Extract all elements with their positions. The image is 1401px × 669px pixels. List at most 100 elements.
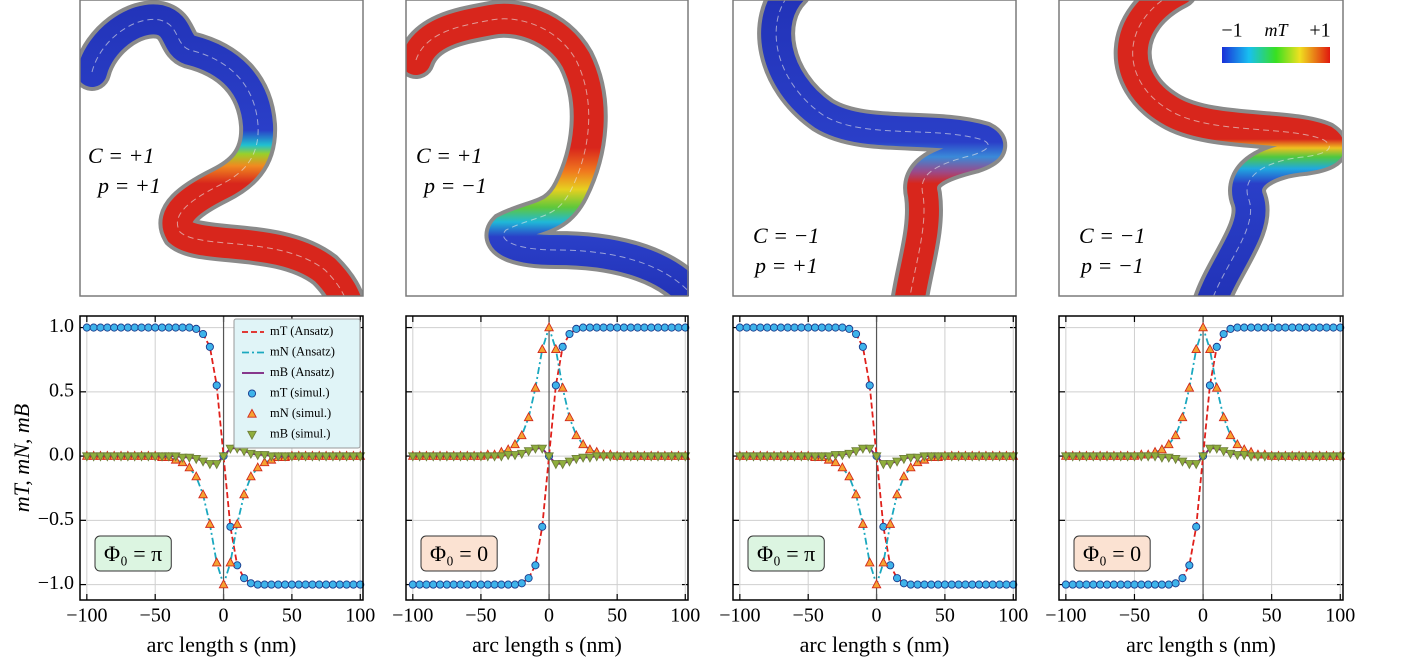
data-point bbox=[619, 452, 629, 462]
data-point bbox=[865, 381, 874, 390]
data-point bbox=[1260, 323, 1269, 332]
data-point bbox=[170, 452, 181, 462]
data-point bbox=[975, 580, 984, 589]
data-point bbox=[246, 579, 255, 588]
data-point bbox=[407, 452, 418, 462]
data-point bbox=[674, 323, 683, 332]
data-point bbox=[967, 452, 978, 462]
data-point bbox=[1281, 323, 1290, 332]
data-point bbox=[864, 444, 875, 454]
data-point bbox=[817, 323, 826, 332]
data-point bbox=[421, 452, 432, 462]
data-point bbox=[1184, 460, 1195, 470]
data-point bbox=[1322, 323, 1331, 332]
data-point bbox=[408, 580, 417, 589]
x-tick-label: 0 bbox=[544, 605, 554, 627]
data-point bbox=[899, 579, 908, 588]
data-point bbox=[571, 429, 582, 440]
data-point bbox=[598, 452, 609, 462]
data-point bbox=[994, 452, 1005, 462]
colorbar-tick-label: −1 bbox=[1221, 20, 1242, 42]
data-point bbox=[749, 323, 758, 332]
data-point bbox=[1082, 580, 1091, 589]
data-point bbox=[659, 452, 670, 462]
plot-frame bbox=[405, 315, 689, 601]
data-point bbox=[673, 452, 684, 462]
data-point bbox=[198, 329, 208, 339]
annotation-box bbox=[420, 535, 498, 572]
data-point bbox=[741, 452, 752, 462]
plot-frame bbox=[1058, 315, 1344, 601]
data-point bbox=[797, 323, 806, 332]
data-point bbox=[1295, 323, 1304, 332]
data-point bbox=[191, 454, 202, 465]
x-tick-label: −100 bbox=[392, 605, 433, 627]
data-point bbox=[341, 452, 352, 462]
data-point bbox=[470, 580, 479, 589]
data-point bbox=[845, 324, 854, 333]
data-point bbox=[934, 580, 943, 589]
y-tick-label: −1.0 bbox=[38, 572, 74, 594]
data-point bbox=[184, 453, 195, 463]
data-point bbox=[116, 323, 126, 332]
y-tick-label: 0.0 bbox=[49, 444, 74, 466]
data-point bbox=[831, 323, 840, 332]
data-point bbox=[1163, 438, 1174, 449]
x-tick-label: 50 bbox=[282, 605, 302, 627]
data-point bbox=[885, 460, 896, 470]
data-point bbox=[1288, 323, 1297, 332]
data-point bbox=[429, 580, 438, 589]
data-point bbox=[878, 460, 889, 470]
data-point bbox=[667, 323, 676, 332]
x-tick-label: −100 bbox=[66, 605, 107, 627]
data-point bbox=[1060, 452, 1071, 462]
chirality-label: C = +1 bbox=[416, 143, 482, 168]
x-tick-label: 50 bbox=[607, 605, 627, 627]
data-point bbox=[606, 323, 615, 332]
data-point bbox=[871, 579, 882, 589]
data-point bbox=[205, 342, 214, 351]
data-point bbox=[259, 456, 270, 467]
data-point bbox=[455, 452, 466, 462]
data-point bbox=[211, 557, 222, 567]
data-point bbox=[742, 323, 751, 332]
data-point bbox=[858, 342, 867, 351]
data-point bbox=[123, 323, 132, 332]
legend-marker bbox=[247, 389, 257, 398]
data-point bbox=[475, 452, 486, 462]
data-point bbox=[544, 452, 554, 462]
data-point bbox=[1068, 580, 1077, 589]
data-point bbox=[428, 452, 439, 462]
data-point bbox=[619, 323, 629, 332]
data-point bbox=[646, 452, 657, 462]
data-point bbox=[280, 452, 291, 462]
data-point bbox=[510, 438, 520, 449]
data-point bbox=[516, 449, 527, 460]
data-point bbox=[356, 580, 365, 589]
x-tick-label: −50 bbox=[465, 605, 496, 627]
data-point bbox=[1123, 580, 1132, 589]
data-point bbox=[342, 580, 351, 589]
data-point bbox=[810, 452, 820, 462]
data-point bbox=[585, 323, 594, 332]
x-axis-label: arc length s (nm) bbox=[147, 632, 297, 657]
data-point bbox=[1212, 342, 1221, 351]
data-point bbox=[1170, 429, 1181, 440]
data-point bbox=[307, 452, 318, 462]
data-point bbox=[625, 452, 636, 462]
data-point bbox=[102, 452, 113, 462]
data-point bbox=[885, 518, 896, 528]
data-point bbox=[558, 342, 567, 351]
data-point bbox=[157, 452, 167, 462]
y-tick-label: 1.0 bbox=[49, 315, 74, 337]
data-point bbox=[239, 489, 250, 499]
data-point bbox=[995, 580, 1004, 589]
data-point bbox=[632, 452, 643, 462]
data-point bbox=[564, 411, 575, 422]
data-point bbox=[448, 452, 459, 462]
data-point bbox=[940, 580, 949, 589]
data-point bbox=[184, 462, 195, 472]
data-point bbox=[1314, 452, 1325, 462]
data-point bbox=[1232, 438, 1243, 449]
data-point bbox=[503, 451, 514, 461]
